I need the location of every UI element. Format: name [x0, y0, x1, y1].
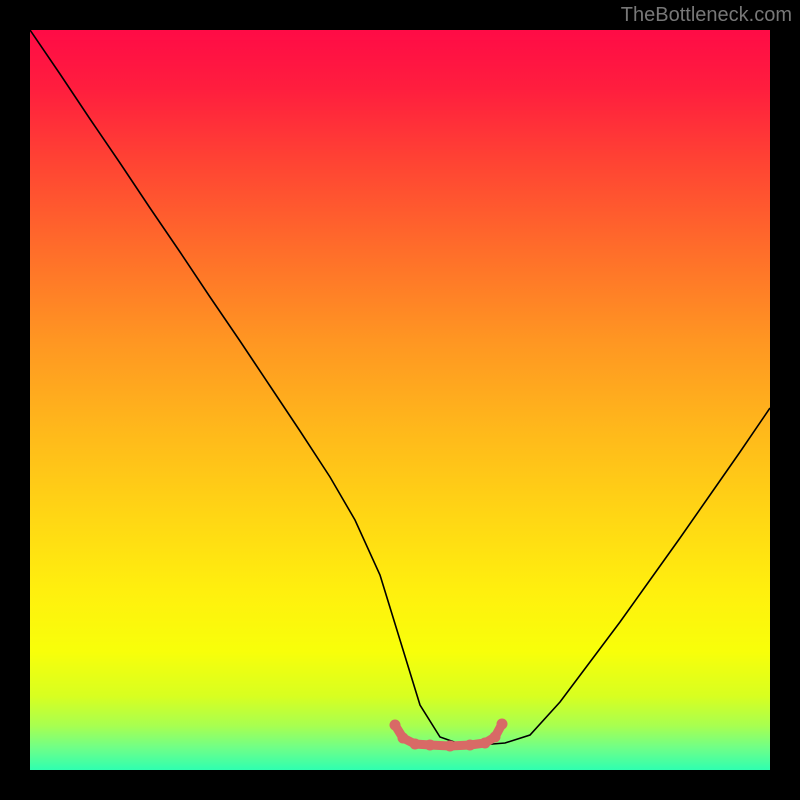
plot-area — [30, 30, 770, 770]
bottom-marker-dot — [465, 740, 476, 751]
main-curve — [30, 30, 770, 745]
bottom-marker-dot — [398, 733, 409, 744]
watermark-text: TheBottleneck.com — [621, 4, 792, 27]
curve-layer — [30, 30, 770, 770]
bottom-marker-dot — [410, 739, 421, 750]
bottom-marker-dot — [490, 732, 501, 743]
chart-container: TheBottleneck.com — [0, 0, 800, 800]
bottom-marker-dot — [390, 720, 401, 731]
bottom-marker-dot — [480, 738, 491, 749]
bottom-marker — [390, 719, 508, 752]
bottom-marker-dot — [445, 741, 456, 752]
bottom-marker-dot — [425, 740, 436, 751]
bottom-marker-dot — [497, 719, 508, 730]
